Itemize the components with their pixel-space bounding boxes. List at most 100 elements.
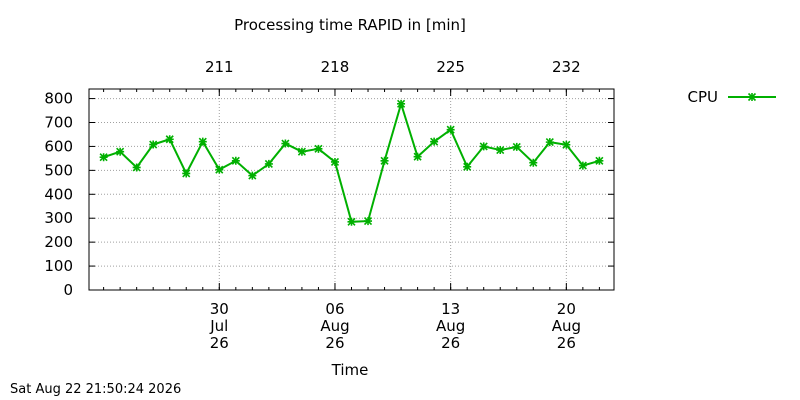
y-tick-label: 700 xyxy=(44,114,73,132)
x-tick-label: Jul xyxy=(209,317,228,335)
data-point xyxy=(463,162,472,171)
data-marker-shape xyxy=(182,169,191,178)
data-marker-shape xyxy=(595,156,604,165)
data-marker-shape xyxy=(397,99,406,108)
data-point xyxy=(248,171,257,180)
data-point xyxy=(545,138,554,147)
data-marker-shape xyxy=(264,159,273,168)
series-line-cpu xyxy=(103,100,600,223)
data-point xyxy=(198,137,207,146)
data-point xyxy=(512,142,521,151)
x-tick-label: 13 xyxy=(441,300,460,318)
data-point xyxy=(578,161,587,170)
series-group xyxy=(99,99,604,226)
data-point xyxy=(363,217,373,226)
x-tick-label: Aug xyxy=(552,317,581,335)
data-point xyxy=(116,147,125,156)
x-tick-label: Aug xyxy=(436,317,465,335)
top-tick-label: 225 xyxy=(436,58,465,76)
data-point xyxy=(132,163,141,172)
y-tick-label: 400 xyxy=(44,185,73,203)
grid-lines xyxy=(89,89,614,290)
data-point xyxy=(314,144,323,153)
data-point xyxy=(264,159,273,168)
x-tick-label: 30 xyxy=(210,300,229,318)
data-point xyxy=(281,139,290,148)
data-marker-shape xyxy=(413,152,422,161)
data-marker-shape xyxy=(479,142,488,151)
data-point xyxy=(446,125,455,134)
legend-label: CPU xyxy=(688,88,719,106)
data-point xyxy=(297,147,306,156)
y-tick-label: 0 xyxy=(63,281,73,299)
data-marker-shape xyxy=(380,156,389,165)
data-marker-shape xyxy=(149,140,158,149)
x-tick-label: 26 xyxy=(441,334,460,352)
timestamp: Sat Aug 22 21:50:24 2026 xyxy=(10,382,182,397)
x-axis-label: Time xyxy=(331,361,369,379)
data-marker-shape xyxy=(198,137,207,146)
data-point xyxy=(496,145,505,155)
data-point xyxy=(562,140,571,149)
data-point xyxy=(165,135,174,144)
data-point xyxy=(330,157,340,167)
data-marker-shape xyxy=(231,156,240,165)
x-tick-label: 06 xyxy=(325,300,344,318)
x-tick-label: 26 xyxy=(210,334,229,352)
data-marker-shape xyxy=(545,138,554,147)
data-marker-shape xyxy=(281,139,290,148)
top-tick-label: 218 xyxy=(321,58,350,76)
data-point xyxy=(397,99,406,108)
data-marker-shape xyxy=(215,165,224,174)
legend: CPU xyxy=(688,88,776,106)
data-point xyxy=(380,156,389,165)
data-marker-shape xyxy=(297,147,306,156)
data-marker-shape xyxy=(314,144,323,153)
data-marker-shape xyxy=(330,157,340,167)
y-tick-label: 300 xyxy=(44,209,73,227)
data-marker-shape xyxy=(430,137,439,146)
data-point xyxy=(413,152,422,161)
data-marker-shape xyxy=(248,171,257,180)
data-marker-shape xyxy=(347,217,356,226)
top-tick-label: 232 xyxy=(552,58,581,76)
x-tick-label: Aug xyxy=(320,317,349,335)
top-tick-label: 211 xyxy=(205,58,234,76)
data-point xyxy=(231,156,240,165)
data-point xyxy=(182,169,191,178)
x-tick-label: 26 xyxy=(325,334,344,352)
x-tick-label: 20 xyxy=(557,300,576,318)
data-marker-shape xyxy=(562,140,571,149)
data-point xyxy=(529,158,538,167)
chart-title: Processing time RAPID in [min] xyxy=(234,16,466,34)
data-marker-shape xyxy=(463,162,472,171)
data-marker-shape xyxy=(99,153,108,162)
data-marker-shape xyxy=(132,163,141,172)
data-point xyxy=(595,156,604,165)
data-point xyxy=(347,217,356,226)
x-tick-label: 26 xyxy=(557,334,576,352)
data-marker-shape xyxy=(446,125,455,134)
data-point xyxy=(149,140,158,149)
data-marker-shape xyxy=(116,147,125,156)
y-tick-label: 200 xyxy=(44,233,73,251)
y-tick-label: 600 xyxy=(44,137,73,155)
data-point xyxy=(479,142,488,151)
data-point xyxy=(215,165,224,174)
data-marker-shape xyxy=(512,142,521,151)
y-tick-label: 800 xyxy=(44,90,73,108)
data-marker-shape xyxy=(529,158,538,167)
axes: 010020030040050060070080030Jul2606Aug261… xyxy=(44,58,614,352)
y-tick-label: 100 xyxy=(44,257,73,275)
data-marker-shape xyxy=(578,161,587,170)
data-marker-shape xyxy=(747,92,757,102)
plot-frame xyxy=(88,88,615,291)
data-marker-shape xyxy=(165,135,174,144)
y-tick-label: 500 xyxy=(44,161,73,179)
legend-marker xyxy=(747,92,757,102)
data-marker-shape xyxy=(363,217,373,226)
data-point xyxy=(99,153,108,162)
data-point xyxy=(430,137,439,146)
data-marker-shape xyxy=(496,145,505,155)
